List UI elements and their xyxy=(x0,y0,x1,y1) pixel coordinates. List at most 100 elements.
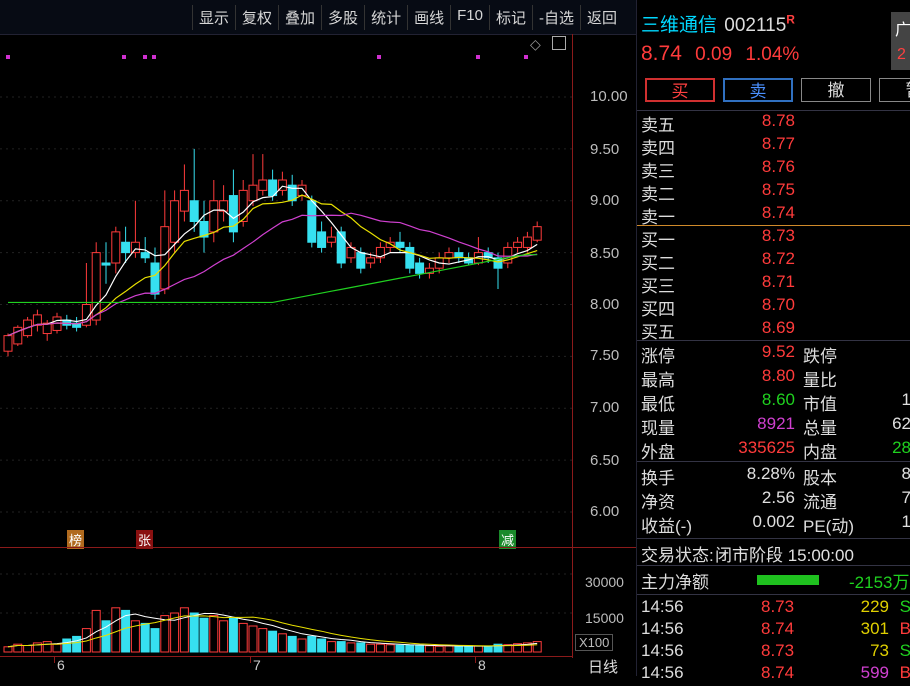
stat-row: 最高 8.80 量比 xyxy=(641,366,910,390)
ad-box[interactable]: 广 2 xyxy=(891,12,910,70)
stat-row: 涨停 9.52 跌停 xyxy=(641,342,910,366)
candle-body xyxy=(3,335,13,352)
stock-code: 002115 xyxy=(724,15,787,36)
volume-bar xyxy=(130,620,140,653)
volume-separator xyxy=(0,547,636,548)
candle-body xyxy=(503,246,513,264)
quote-panel: 三维通信 002115R 广 2 8.74 0.09 1.04% 买 卖 撤 暂… xyxy=(636,0,910,682)
orderbook-row[interactable]: 卖五 8.78 xyxy=(641,111,910,135)
window-toggle-icon[interactable] xyxy=(552,36,566,50)
signal-marker xyxy=(152,55,156,59)
ad-label: 广 xyxy=(895,22,910,39)
volume-bar xyxy=(493,643,503,653)
tick-price: 8.74 xyxy=(761,619,795,638)
period-button[interactable]: 日线 xyxy=(588,659,619,676)
volume-bar xyxy=(356,642,366,653)
volume-bar xyxy=(326,641,336,653)
orderbook-row[interactable]: 卖四 8.77 xyxy=(641,134,910,158)
volume-bar xyxy=(522,642,532,653)
candle-body xyxy=(150,262,160,295)
price-tick-label: 7.00 xyxy=(590,399,620,416)
volume-bar xyxy=(346,642,356,653)
signal-marker xyxy=(122,55,126,59)
ma60-line xyxy=(8,254,538,304)
price-tick-label: 6.50 xyxy=(590,452,620,469)
stat-value: 8.60 xyxy=(761,390,795,409)
ad-num: 2 xyxy=(897,46,906,63)
toolbar-tab-8[interactable]: -自选 xyxy=(531,5,580,30)
tick-time: 14:56 xyxy=(641,641,684,660)
toolbar-tab-5[interactable]: 画线 xyxy=(407,5,450,30)
event-tag[interactable]: 张 xyxy=(136,530,154,549)
rights-badge: R xyxy=(786,12,795,27)
date-tick-label: 7 xyxy=(253,657,261,673)
cancel-button[interactable]: 撤 xyxy=(801,78,871,102)
volume-bar xyxy=(32,642,42,653)
stat-label: 最高 xyxy=(641,371,675,390)
orderbook-row[interactable]: 买五 8.69 xyxy=(641,318,910,342)
volume-bar xyxy=(150,628,160,653)
toolbar-tab-0[interactable]: 显示 xyxy=(192,5,235,30)
chart-toolbar: 显示 复权 叠加 多股 统计 画线 F10 标记 -自选 返回 xyxy=(0,0,636,35)
orderbook-row[interactable]: 卖一 8.74 xyxy=(641,203,910,227)
main-flow-bar xyxy=(757,575,819,585)
event-tag[interactable]: 榜 xyxy=(67,530,85,549)
volume-bar xyxy=(189,612,199,653)
volume-bar xyxy=(532,641,542,653)
volume-bar xyxy=(121,609,131,653)
level-label: 买五 xyxy=(641,323,675,342)
candle-body xyxy=(513,241,523,248)
volume-bar xyxy=(238,622,248,653)
level-price: 8.78 xyxy=(761,111,795,130)
candle-body xyxy=(375,246,385,259)
buy-button[interactable]: 买 xyxy=(645,78,715,102)
volume-tick-label: 30000 xyxy=(585,574,624,590)
price-line: 8.74 0.09 1.04% xyxy=(641,42,799,66)
stat-value: 2.56 xyxy=(761,488,795,507)
temp-button[interactable]: 暂 xyxy=(879,78,910,102)
level-price: 8.70 xyxy=(761,295,795,314)
toolbar-tab-1[interactable]: 复权 xyxy=(235,5,278,30)
toolbar-tab-7[interactable]: 标记 xyxy=(488,5,532,30)
sell-button[interactable]: 卖 xyxy=(723,78,793,102)
candle-body xyxy=(277,179,287,191)
toolbar-tab-6[interactable]: F10 xyxy=(450,5,489,30)
toolbar-tab-3[interactable]: 多股 xyxy=(321,5,364,30)
orderbook-row[interactable]: 买三 8.71 xyxy=(641,272,910,296)
price-tick-label: 6.00 xyxy=(590,503,620,520)
volume-bar xyxy=(199,617,209,653)
volume-bar xyxy=(248,625,258,653)
price-tick-label: 9.00 xyxy=(590,192,620,209)
main-flow-value: -2153万 xyxy=(849,573,910,592)
level-price: 8.69 xyxy=(761,318,795,337)
volume-bar xyxy=(81,628,91,653)
diamond-icon[interactable]: ◇ xyxy=(530,36,541,52)
orderbook-row[interactable]: 买二 8.72 xyxy=(641,249,910,273)
stat-value-2: 1 xyxy=(901,390,910,409)
orderbook-row[interactable]: 买一 8.73 xyxy=(641,226,910,250)
stat-label: 涨停 xyxy=(641,347,675,366)
stat-label-2: PE(动) xyxy=(803,517,854,536)
toolbar-tab-2[interactable]: 叠加 xyxy=(278,5,321,30)
trading-status: 交易状态: 闭市阶段 15:00:00 xyxy=(641,541,910,565)
volume-bar xyxy=(297,638,307,653)
kline-chart[interactable] xyxy=(0,34,636,550)
price-change: 0.09 xyxy=(695,44,733,65)
volume-bar xyxy=(140,622,150,653)
status-label: 交易状态: xyxy=(641,546,714,565)
volume-chart[interactable] xyxy=(0,548,572,656)
volume-bar xyxy=(111,607,121,653)
volume-bar xyxy=(395,644,405,653)
toolbar-tab-4[interactable]: 统计 xyxy=(364,5,407,30)
event-tag[interactable]: 减 xyxy=(499,530,517,549)
level-price: 8.73 xyxy=(761,226,795,245)
orderbook-row[interactable]: 卖二 8.75 xyxy=(641,180,910,204)
orderbook-row[interactable]: 卖三 8.76 xyxy=(641,157,910,181)
candle-body xyxy=(130,241,140,254)
level-price: 8.72 xyxy=(761,249,795,268)
candle-body xyxy=(483,252,493,259)
volume-bar xyxy=(3,646,13,653)
toolbar-tab-9[interactable]: 返回 xyxy=(579,5,623,30)
orderbook-row[interactable]: 买四 8.70 xyxy=(641,295,910,319)
volume-bar xyxy=(268,630,278,653)
